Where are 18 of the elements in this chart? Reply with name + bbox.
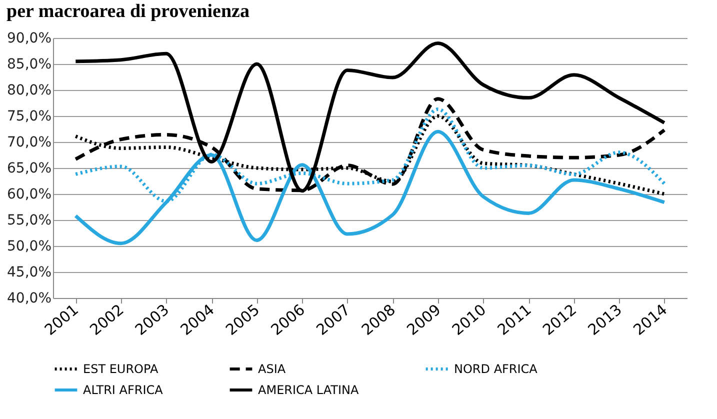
legend-label: EST EUROPA bbox=[83, 362, 159, 376]
legend-label: ALTRI AFRICA bbox=[83, 383, 164, 397]
y-tick-label: 40,0% bbox=[7, 290, 52, 306]
y-tick-label: 90,0% bbox=[7, 30, 52, 46]
y-tick-label: 60,0% bbox=[7, 186, 52, 202]
legend-label: AMERICA LATINA bbox=[258, 383, 360, 397]
line-series bbox=[74, 41, 666, 193]
y-tick-label: 65,0% bbox=[7, 160, 52, 176]
y-tick-label: 55,0% bbox=[7, 212, 52, 228]
y-tick-label: 45,0% bbox=[7, 264, 52, 280]
y-tick-label: 75,0% bbox=[7, 108, 52, 124]
y-tick-label: 85,0% bbox=[7, 56, 52, 72]
y-tick-label: 70,0% bbox=[7, 134, 52, 150]
chart-title: per macroarea di provenienza bbox=[6, 1, 250, 22]
y-tick-label: 50,0% bbox=[7, 238, 52, 254]
y-tick-label: 80,0% bbox=[7, 82, 52, 98]
legend-label: ASIA bbox=[258, 362, 286, 376]
legend-label: NORD AFRICA bbox=[454, 362, 538, 376]
